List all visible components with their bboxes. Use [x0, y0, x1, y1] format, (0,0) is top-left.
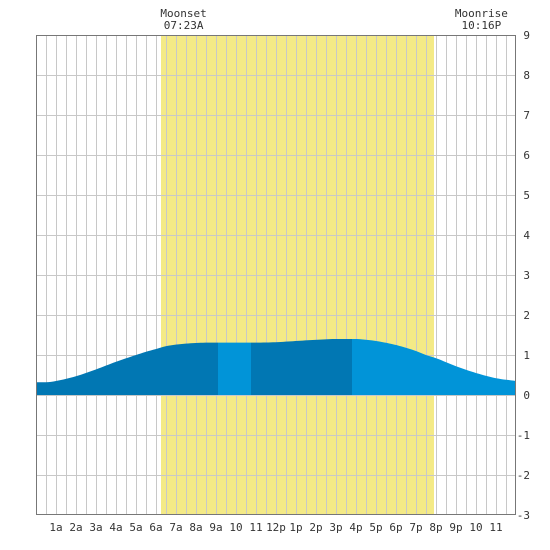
y-tick-label: 9	[523, 29, 530, 42]
x-tick-label: 10	[229, 521, 242, 534]
grid-layer	[36, 35, 516, 515]
x-tick-label: 1p	[289, 521, 302, 534]
tide-segment-dark	[251, 339, 352, 395]
tide-segment-light	[352, 339, 516, 395]
x-tick-label: 3p	[329, 521, 342, 534]
x-tick-label: 5p	[369, 521, 382, 534]
x-tick-label: 7p	[409, 521, 422, 534]
x-tick-label: 8a	[189, 521, 202, 534]
y-tick-label: -3	[517, 509, 530, 522]
y-tick-label: 6	[523, 149, 530, 162]
x-tick-label: 8p	[429, 521, 442, 534]
y-tick-label: 8	[523, 69, 530, 82]
x-tick-label: 3a	[89, 521, 102, 534]
x-tick-label: 11	[249, 521, 262, 534]
x-tick-label: 9p	[449, 521, 462, 534]
x-tick-label: 5a	[129, 521, 142, 534]
moon-event-name: Moonset	[160, 7, 206, 20]
y-tick-label: 4	[523, 229, 530, 242]
x-tick-label: 2a	[69, 521, 82, 534]
x-tick-label: 9a	[209, 521, 222, 534]
y-tick-label: 2	[523, 309, 530, 322]
y-tick-label: 1	[523, 349, 530, 362]
x-tick-label: 4a	[109, 521, 122, 534]
y-tick-label: 0	[523, 389, 530, 402]
x-tick-label: 6p	[389, 521, 402, 534]
tide-area-layer	[36, 339, 516, 395]
x-tick-label: 7a	[169, 521, 182, 534]
tide-segment-dark	[36, 342, 218, 395]
tide-segment-light	[218, 342, 251, 395]
x-tick-label: 1a	[49, 521, 62, 534]
y-tick-label: 7	[523, 109, 530, 122]
x-tick-label: 11	[489, 521, 502, 534]
x-tick-label: 2p	[309, 521, 322, 534]
x-tick-label: 6a	[149, 521, 162, 534]
moon-event-time: 10:16P	[462, 19, 502, 32]
x-tick-label: 12p	[266, 521, 286, 534]
plot-border	[36, 35, 516, 515]
moon-event-name: Moonrise	[455, 7, 508, 20]
y-tick-labels: -3 -2 -1 0 1 2 3 4 5 6 7 8 9	[517, 29, 531, 522]
y-tick-label: -2	[517, 469, 530, 482]
y-tick-label: 3	[523, 269, 530, 282]
y-tick-label: 5	[523, 189, 530, 202]
x-tick-labels: 1a 2a 3a 4a 5a 6a 7a 8a 9a 10 11 12p 1p 2p 3p 4p 5p 6p 7p 8…	[49, 521, 502, 534]
x-tick-label: 10	[469, 521, 482, 534]
moon-event-time: 07:23A	[164, 19, 204, 32]
x-tick-label: 4p	[349, 521, 362, 534]
y-tick-label: -1	[517, 429, 530, 442]
